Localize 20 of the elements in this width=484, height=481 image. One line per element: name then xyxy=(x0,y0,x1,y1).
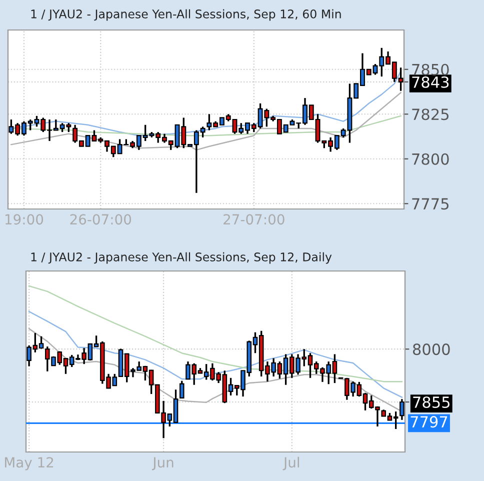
x-tick-label: 27-07:00 xyxy=(224,214,284,225)
x-tick-label: Jun xyxy=(152,457,174,470)
x-tick-label: 26-07:00 xyxy=(70,214,132,225)
chart-title: 1 / JYAU2 - Japanese Yen-All Sessions, Sep 12, 60 Min xyxy=(31,9,341,21)
x-tick-label: 19:00 xyxy=(5,214,44,225)
y-tick-label: 7825 xyxy=(412,108,448,120)
y-tick-label: 7775 xyxy=(412,198,448,210)
candlestick xyxy=(179,380,184,399)
x-tick-label: May 12 xyxy=(5,457,54,470)
y-tick-label: 7800 xyxy=(412,153,449,165)
line-series xyxy=(28,310,403,398)
y-tick-label: 8000 xyxy=(412,344,450,356)
chart-title: 1 / JYAU2 - Japanese Yen-All Sessions, Sep 12, Daily xyxy=(31,252,332,264)
line-series xyxy=(28,285,403,382)
y-tick-label: 7850 xyxy=(412,64,449,76)
y-tick-label: 7855 xyxy=(413,396,450,408)
candlestick xyxy=(400,398,404,421)
ref-line-label: 7797 xyxy=(410,416,448,428)
x-tick-label: Jul xyxy=(282,456,299,470)
y-tick-label: 7843 xyxy=(412,76,449,88)
